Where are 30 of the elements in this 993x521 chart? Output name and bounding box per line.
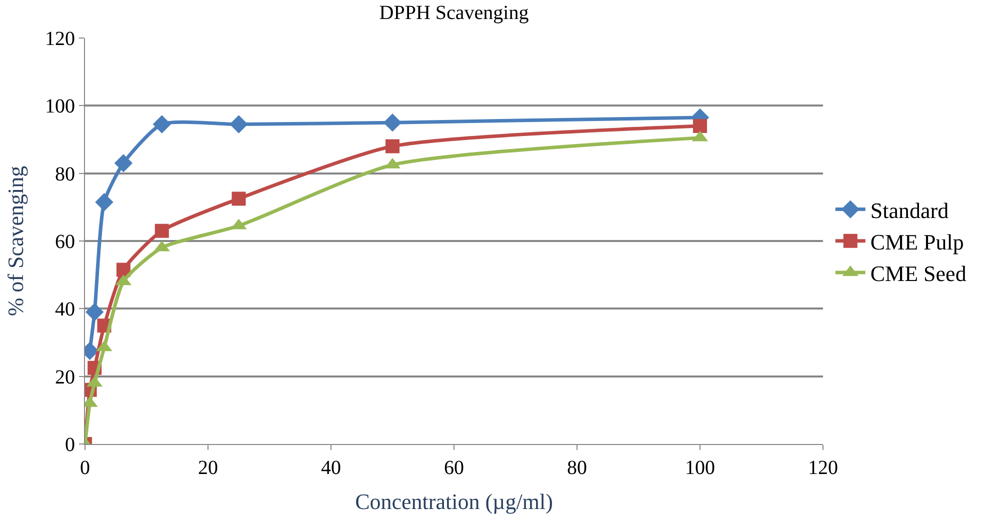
x-tick-label: 60: [444, 457, 464, 479]
y-tick-label: 40: [55, 298, 75, 321]
point: [85, 302, 104, 322]
legend-label: CME Seed: [870, 261, 966, 286]
y-axis-title: % of Scavenging: [2, 166, 28, 316]
x-tick-label: 80: [567, 457, 587, 479]
y-tick-label: 100: [45, 96, 75, 118]
x-tick-label: 0: [80, 457, 90, 479]
y-tick-label: 120: [45, 28, 75, 50]
point: [154, 224, 169, 238]
point: [152, 115, 171, 134]
y-tick-label: 60: [55, 231, 75, 253]
y-tick-label: 20: [55, 366, 75, 388]
legend-label: Standard: [870, 198, 949, 223]
x-tick-label: 100: [685, 457, 715, 479]
point: [230, 115, 248, 134]
point: [386, 139, 400, 154]
legend-label: CME Pulp: [870, 229, 964, 254]
x-tick-label: 40: [321, 457, 341, 479]
chart-title: DPPH Scavenging: [379, 2, 529, 24]
point: [95, 192, 114, 212]
point: [114, 154, 133, 172]
point: [232, 192, 246, 206]
x-tick-label: 120: [808, 457, 838, 479]
y-tick-label: 0: [65, 434, 75, 456]
x-tick-label: 20: [198, 457, 218, 479]
point: [693, 118, 707, 133]
x-axis-title: Concentration (µg/ml): [355, 488, 553, 514]
y-tick-label: 80: [55, 163, 75, 186]
point: [383, 113, 402, 132]
